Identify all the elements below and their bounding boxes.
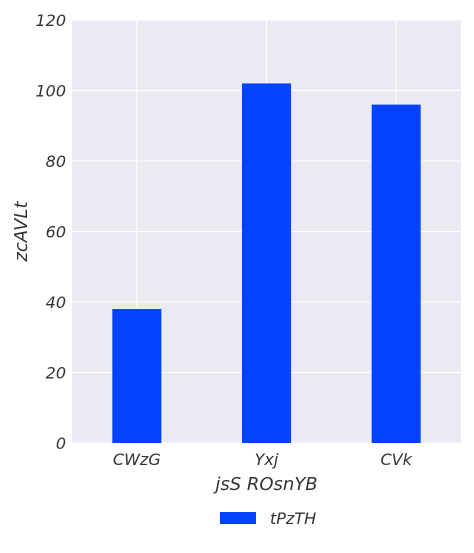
legend-swatch xyxy=(220,512,256,524)
bar xyxy=(241,83,292,443)
y-tick-label: 120 xyxy=(35,11,66,30)
y-tick-label: 20 xyxy=(46,364,66,383)
y-axis-title: zcAVLt xyxy=(11,200,32,262)
bars xyxy=(112,83,421,443)
x-axis-title: jsS ROsnYB xyxy=(212,474,317,495)
bar xyxy=(371,104,421,443)
legend-label: tPzTH xyxy=(270,509,316,528)
legend: tPzTH xyxy=(220,509,316,528)
y-tick-labels: 0 20 40 60 80 100 120 xyxy=(35,11,66,453)
bar xyxy=(112,309,162,443)
y-tick-label: 100 xyxy=(35,82,66,101)
x-tick-label: CVk xyxy=(380,450,412,469)
x-tick-labels: CWzG Yxj CVk xyxy=(113,450,413,469)
x-tick-label: CWzG xyxy=(113,450,161,469)
x-tick-label: Yxj xyxy=(255,450,279,469)
y-tick-label: 80 xyxy=(46,152,66,171)
y-tick-label: 60 xyxy=(46,223,66,242)
y-tick-label: 40 xyxy=(46,293,66,312)
y-tick-label: 0 xyxy=(56,434,66,453)
